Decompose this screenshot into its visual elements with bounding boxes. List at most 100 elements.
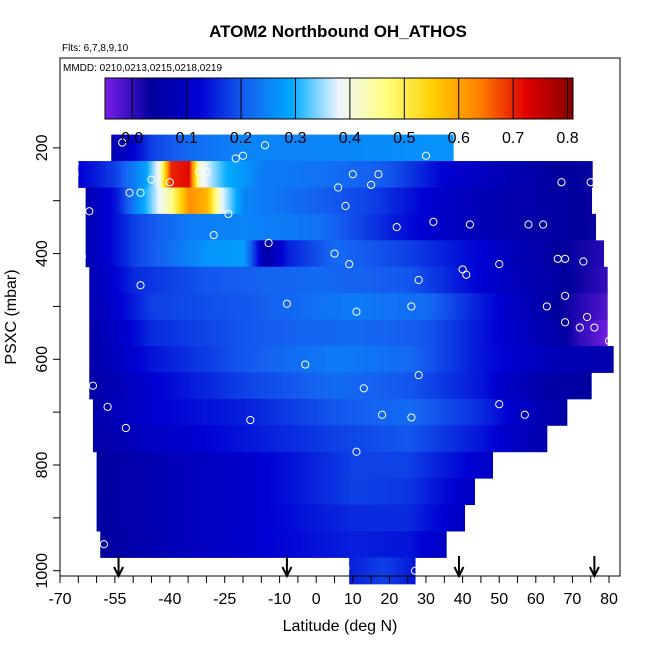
heatmap-cell xyxy=(521,319,524,347)
heatmap-cell xyxy=(423,372,426,400)
heatmap-cell xyxy=(199,240,203,268)
heatmap-cell xyxy=(168,398,172,426)
heatmap-cell xyxy=(185,134,188,162)
heatmap-cell xyxy=(155,346,158,373)
colorbar-tick-label: 0.3 xyxy=(284,130,306,147)
heatmap-cell xyxy=(411,240,415,268)
heatmap-cell xyxy=(435,266,438,294)
heatmap-cell xyxy=(430,398,434,426)
heatmap-cell xyxy=(531,213,535,241)
heatmap-cell xyxy=(401,319,404,347)
heatmap-cell xyxy=(149,187,153,215)
heatmap-cell xyxy=(381,293,384,321)
heatmap-cell xyxy=(270,531,273,558)
heatmap-cell xyxy=(426,478,430,506)
heatmap-cell xyxy=(324,531,327,558)
heatmap-cell xyxy=(340,478,344,506)
heatmap-cell xyxy=(377,213,381,241)
heatmap-cell xyxy=(128,398,132,426)
heatmap-cell xyxy=(481,346,484,373)
heatmap-cell xyxy=(109,293,112,321)
heatmap-cell xyxy=(119,372,122,400)
heatmap-cell xyxy=(333,319,336,347)
heatmap-cell xyxy=(468,398,472,426)
heatmap-cell xyxy=(451,266,454,294)
heatmap-cell xyxy=(442,425,446,453)
heatmap-cell xyxy=(391,266,394,294)
heatmap-cell xyxy=(489,319,492,347)
heatmap-cell xyxy=(474,451,478,479)
heatmap-cell xyxy=(322,478,326,506)
heatmap-cell xyxy=(239,293,242,321)
heatmap-cell xyxy=(351,134,354,162)
heatmap-cell xyxy=(260,531,263,558)
heatmap-cell xyxy=(98,425,102,453)
heatmap-cell xyxy=(152,161,155,188)
heatmap-cell xyxy=(501,372,504,400)
heatmap-cell xyxy=(532,425,536,453)
heatmap-cell xyxy=(197,213,201,241)
heatmap-cell xyxy=(131,293,134,321)
heatmap-cell xyxy=(237,319,240,347)
heatmap-cell xyxy=(116,531,119,558)
heatmap-cell xyxy=(142,451,146,479)
heatmap-cell xyxy=(359,266,362,294)
heatmap-cell xyxy=(416,161,419,188)
heatmap-cell xyxy=(481,372,484,400)
heatmap-cell xyxy=(262,504,266,532)
heatmap-cell xyxy=(241,372,244,400)
heatmap-cell xyxy=(193,346,196,373)
heatmap-cell xyxy=(509,346,512,373)
heatmap-cell xyxy=(317,134,320,162)
heatmap-cell xyxy=(527,319,530,347)
heatmap-cell xyxy=(340,398,344,426)
heatmap-cell xyxy=(443,187,447,215)
heatmap-cell xyxy=(375,213,379,241)
heatmap-cell xyxy=(265,240,269,268)
heatmap-cell xyxy=(193,187,197,215)
heatmap-cell xyxy=(456,398,460,426)
heatmap-cell xyxy=(483,240,487,268)
heatmap-cell xyxy=(333,266,336,294)
heatmap-cell xyxy=(455,213,459,241)
sample-point xyxy=(202,167,211,176)
heatmap-cell xyxy=(233,319,236,347)
heatmap-cell xyxy=(521,346,524,373)
heatmap-cell xyxy=(136,504,140,532)
heatmap-cell xyxy=(227,213,231,241)
heatmap-cell xyxy=(479,319,482,347)
heatmap-cell xyxy=(159,187,163,215)
heatmap-cell xyxy=(441,293,444,321)
heatmap-cell xyxy=(245,346,248,373)
heatmap-cell xyxy=(386,161,389,188)
heatmap-cell xyxy=(279,240,283,268)
heatmap-cell xyxy=(178,398,182,426)
heatmap-cell xyxy=(372,504,376,532)
heatmap-cell xyxy=(423,319,426,347)
heatmap-cell xyxy=(443,266,446,294)
heatmap-cell xyxy=(473,319,476,347)
heatmap-cell xyxy=(193,213,197,241)
heatmap-cell xyxy=(559,319,562,347)
heatmap-cell xyxy=(251,346,254,373)
heatmap-cell xyxy=(319,319,322,347)
heatmap-cell xyxy=(133,240,137,268)
heatmap-cell xyxy=(498,425,502,453)
heatmap-cell xyxy=(551,372,554,400)
heatmap-cell xyxy=(311,187,315,215)
heatmap-cell xyxy=(280,398,284,426)
heatmap-cell xyxy=(247,346,250,373)
heatmap-cell xyxy=(282,451,286,479)
heatmap-cell xyxy=(528,161,531,188)
heatmap-cell xyxy=(140,531,143,558)
heatmap-cell xyxy=(295,134,298,162)
heatmap-cell xyxy=(134,478,138,506)
heatmap-cell xyxy=(393,319,396,347)
sample-point xyxy=(359,384,368,393)
heatmap-cell xyxy=(447,134,450,162)
heatmap-cell xyxy=(191,319,194,347)
heatmap-cell xyxy=(425,372,428,400)
heatmap-cell xyxy=(205,372,208,400)
heatmap-cell xyxy=(467,319,470,347)
heatmap-cell xyxy=(287,346,290,373)
